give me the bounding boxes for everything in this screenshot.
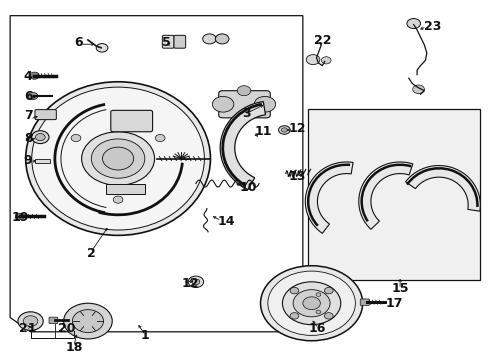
Circle shape <box>155 134 165 141</box>
Circle shape <box>406 18 420 28</box>
Text: 14: 14 <box>217 215 235 228</box>
Circle shape <box>260 266 362 341</box>
Text: 16: 16 <box>308 322 325 335</box>
Bar <box>106 184 144 194</box>
Circle shape <box>102 147 133 170</box>
FancyBboxPatch shape <box>162 35 174 48</box>
FancyBboxPatch shape <box>174 35 185 48</box>
Circle shape <box>212 96 233 112</box>
Circle shape <box>188 276 203 288</box>
FancyBboxPatch shape <box>218 91 270 118</box>
Text: 18: 18 <box>65 341 83 354</box>
Circle shape <box>71 134 81 141</box>
Circle shape <box>16 213 24 220</box>
Circle shape <box>302 297 320 310</box>
Circle shape <box>18 312 43 330</box>
Circle shape <box>315 293 320 296</box>
Circle shape <box>192 279 200 285</box>
Text: 7: 7 <box>24 109 32 122</box>
Circle shape <box>28 93 38 100</box>
Circle shape <box>72 310 103 333</box>
Text: 13: 13 <box>287 170 305 183</box>
Circle shape <box>315 310 320 314</box>
FancyBboxPatch shape <box>360 299 369 305</box>
Circle shape <box>289 287 298 294</box>
Circle shape <box>30 72 39 79</box>
Text: 12: 12 <box>287 122 305 135</box>
Circle shape <box>81 132 154 185</box>
Text: 10: 10 <box>239 181 257 194</box>
Text: 19: 19 <box>11 211 28 224</box>
Circle shape <box>215 34 228 44</box>
Circle shape <box>281 128 287 132</box>
Circle shape <box>289 312 298 319</box>
Text: 4: 4 <box>24 70 32 83</box>
Text: 11: 11 <box>254 125 271 138</box>
Polygon shape <box>220 102 265 190</box>
Circle shape <box>324 312 332 319</box>
Circle shape <box>23 316 38 327</box>
Bar <box>35 158 50 163</box>
Text: 1: 1 <box>140 329 149 342</box>
Circle shape <box>305 55 319 64</box>
Circle shape <box>202 34 216 44</box>
Text: 12: 12 <box>181 277 199 290</box>
Circle shape <box>91 139 144 178</box>
Circle shape <box>321 57 330 64</box>
Circle shape <box>35 134 45 141</box>
Text: 21: 21 <box>20 322 37 335</box>
Circle shape <box>412 85 424 94</box>
Text: 2: 2 <box>87 247 96 260</box>
Circle shape <box>63 303 112 339</box>
Text: 8: 8 <box>24 132 32 145</box>
FancyBboxPatch shape <box>111 111 152 132</box>
FancyBboxPatch shape <box>49 317 58 324</box>
Text: 3: 3 <box>242 107 250 120</box>
Text: 23: 23 <box>424 20 441 33</box>
Circle shape <box>96 44 108 52</box>
Circle shape <box>113 196 122 203</box>
Circle shape <box>324 287 332 294</box>
FancyBboxPatch shape <box>35 110 56 120</box>
Text: 17: 17 <box>385 297 402 310</box>
Circle shape <box>282 282 340 325</box>
Polygon shape <box>358 162 412 229</box>
Polygon shape <box>305 162 352 233</box>
Ellipse shape <box>32 87 204 230</box>
Circle shape <box>237 86 250 96</box>
Circle shape <box>267 271 355 336</box>
Text: 22: 22 <box>313 34 330 47</box>
Circle shape <box>254 96 275 112</box>
Bar <box>307 109 479 280</box>
Text: 6: 6 <box>24 90 32 103</box>
Text: 6: 6 <box>74 36 82 49</box>
Circle shape <box>278 126 289 134</box>
Circle shape <box>31 131 49 144</box>
Text: 15: 15 <box>390 283 408 296</box>
Ellipse shape <box>26 82 210 235</box>
Text: 9: 9 <box>24 154 32 167</box>
Text: 5: 5 <box>162 36 171 49</box>
Text: 20: 20 <box>58 322 76 335</box>
Circle shape <box>292 290 329 317</box>
Polygon shape <box>405 166 479 211</box>
